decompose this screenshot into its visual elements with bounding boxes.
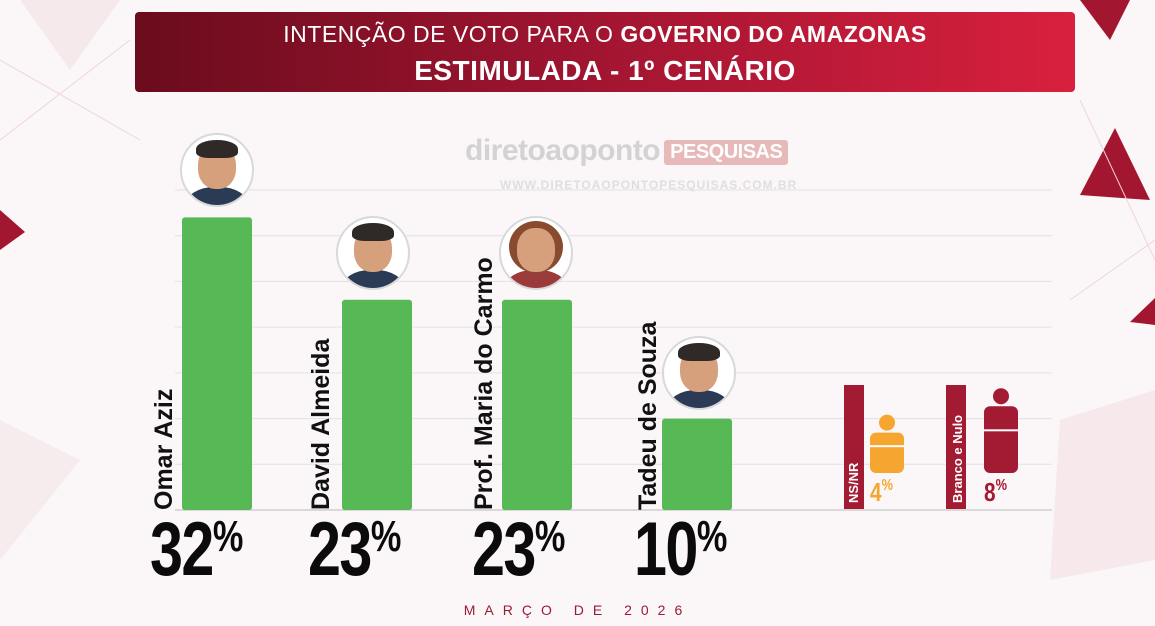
survey-date: MARÇO DE 2026 <box>463 602 692 618</box>
bar-tadeu-de-souza <box>662 418 732 510</box>
avatar-maria-do-carmo <box>499 216 573 290</box>
value-david-almeida: 23 <box>308 507 372 592</box>
bar-label-david-almeida: David Almeida <box>307 338 335 510</box>
value-nsnr: 4 <box>870 477 882 507</box>
value-label-omar-aziz: 32% <box>150 507 243 592</box>
category-tag-branco-nulo <box>946 385 966 509</box>
brand-watermark: diretoaoponto PESQUISAS <box>465 134 789 168</box>
bar-omar-aziz <box>182 217 252 510</box>
category-tag-nsnr <box>844 385 864 509</box>
bar-nsnr <box>870 414 904 473</box>
value-label-branco-nulo: 8% <box>984 477 1007 507</box>
brand-watermark-url: WWW.DIRETOAOPONTOPESQUISAS.COM.BR <box>500 178 798 192</box>
chart-title: INTENÇÃO DE VOTO PARA O GOVERNO DO AMAZO… <box>283 21 927 47</box>
bar-david-almeida <box>342 299 412 510</box>
avatar-tadeu-de-souza <box>662 336 736 410</box>
bar-maria-do-carmo <box>502 299 572 510</box>
value-label-tadeu-de-souza: 10% <box>634 507 727 592</box>
value-label-maria-do-carmo: 23% <box>472 507 565 592</box>
value-tadeu-de-souza: 10 <box>634 507 698 592</box>
avatar-david-almeida <box>336 216 410 290</box>
avatar-omar-aziz <box>180 133 254 207</box>
value-branco-nulo: 8 <box>984 477 996 507</box>
value-label-nsnr: 4% <box>870 477 893 507</box>
bar-label-branco-nulo: Branco e Nulo <box>950 414 965 503</box>
bar-label-maria-do-carmo: Prof. Maria do Carmo <box>470 257 498 510</box>
bar-label-omar-aziz: Omar Aziz <box>150 388 178 510</box>
value-omar-aziz: 32 <box>150 507 214 592</box>
value-maria-do-carmo: 23 <box>472 507 536 592</box>
bar-label-nsnr: NS/NR <box>846 462 861 503</box>
bar-label-tadeu-de-souza: Tadeu de Souza <box>634 321 662 510</box>
chart-subtitle: ESTIMULADA - 1º CENÁRIO <box>414 55 796 86</box>
title-banner: INTENÇÃO DE VOTO PARA O GOVERNO DO AMAZO… <box>135 12 1075 92</box>
bar-branco-nulo <box>984 388 1018 473</box>
value-label-david-almeida: 23% <box>308 507 401 592</box>
